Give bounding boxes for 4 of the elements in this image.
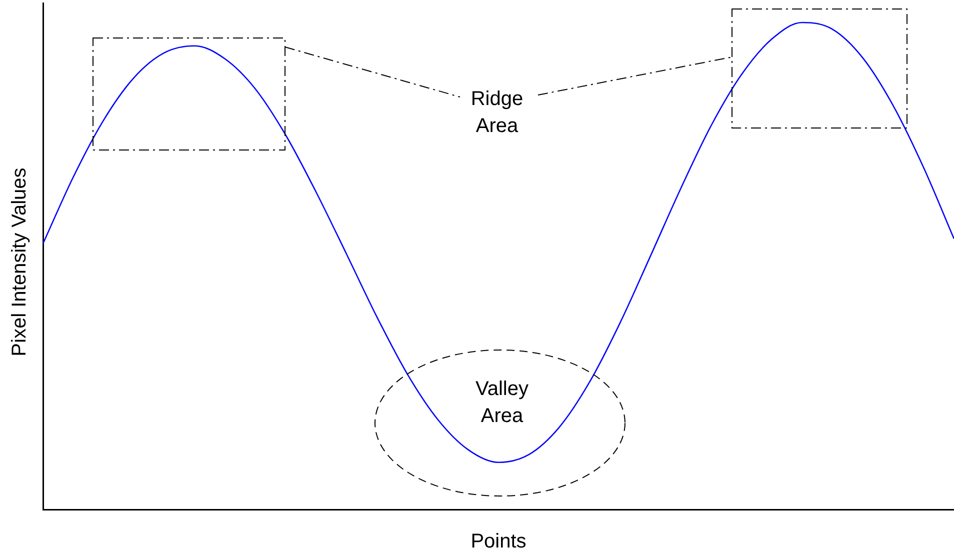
annotation: Valley Area	[474, 377, 530, 429]
y-axis-title: Pixel Intensity Values	[8, 168, 32, 356]
x-axis-title: Points	[470, 530, 526, 553]
annotation: Ridge Area	[462, 86, 532, 140]
